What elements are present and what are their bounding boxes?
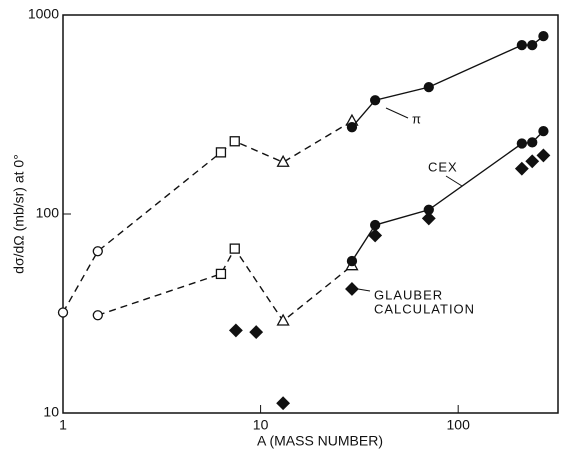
pi-label: π: [412, 111, 422, 126]
circle-marker: [346, 122, 358, 133]
circle-marker: [370, 95, 381, 106]
series-line: [97, 247, 353, 323]
y-tick-label: 10: [43, 404, 59, 420]
glauber-arrow: [357, 288, 371, 292]
circle-marker: [516, 39, 528, 51]
square-marker: [229, 243, 240, 254]
circle-marker: [516, 138, 528, 149]
y-tick-label: 100: [36, 205, 60, 221]
square-marker: [229, 136, 240, 147]
diamond-marker: [421, 211, 436, 226]
y-axis-label: dσ/dΩ (mb/sr) at 0°: [11, 154, 27, 274]
series-line: [62, 120, 353, 313]
triangle-marker: [276, 313, 290, 326]
x-tick-label: 100: [447, 417, 471, 433]
circle-marker: [370, 219, 381, 231]
square-marker: [215, 268, 227, 280]
diamond-marker: [514, 161, 529, 176]
x-tick-label: 1: [59, 417, 67, 433]
diamond-marker: [536, 148, 551, 163]
series-line: [351, 130, 544, 262]
glauber-label-2: CALCULATION: [374, 301, 475, 316]
cex-label: CEX: [428, 159, 458, 174]
circle-marker: [57, 307, 69, 318]
cex-arrow: [445, 175, 463, 187]
diamond-marker: [525, 154, 540, 169]
plot-frame: [62, 14, 559, 414]
circle-marker: [538, 125, 549, 137]
circle-marker: [538, 30, 549, 42]
pi-arrow: [385, 107, 409, 119]
circle-marker: [527, 137, 538, 148]
diamond-marker: [228, 323, 243, 338]
square-marker: [215, 147, 227, 158]
x-axis-label: A (MASS NUMBER): [257, 433, 383, 449]
triangle-marker: [276, 154, 290, 167]
series-line: [351, 35, 544, 128]
circle-marker: [92, 246, 103, 257]
diamond-marker: [249, 325, 264, 340]
circle-marker: [92, 310, 103, 321]
glauber-label: GLAUBER: [374, 287, 443, 302]
x-tick-label: 10: [253, 417, 269, 433]
diamond-marker: [276, 396, 291, 411]
circle-marker: [527, 39, 538, 51]
diamond-marker: [368, 228, 383, 243]
circle-marker: [423, 81, 434, 93]
y-tick-label: 1000: [28, 6, 59, 22]
circle-marker: [346, 255, 358, 267]
diamond-marker: [345, 282, 359, 296]
